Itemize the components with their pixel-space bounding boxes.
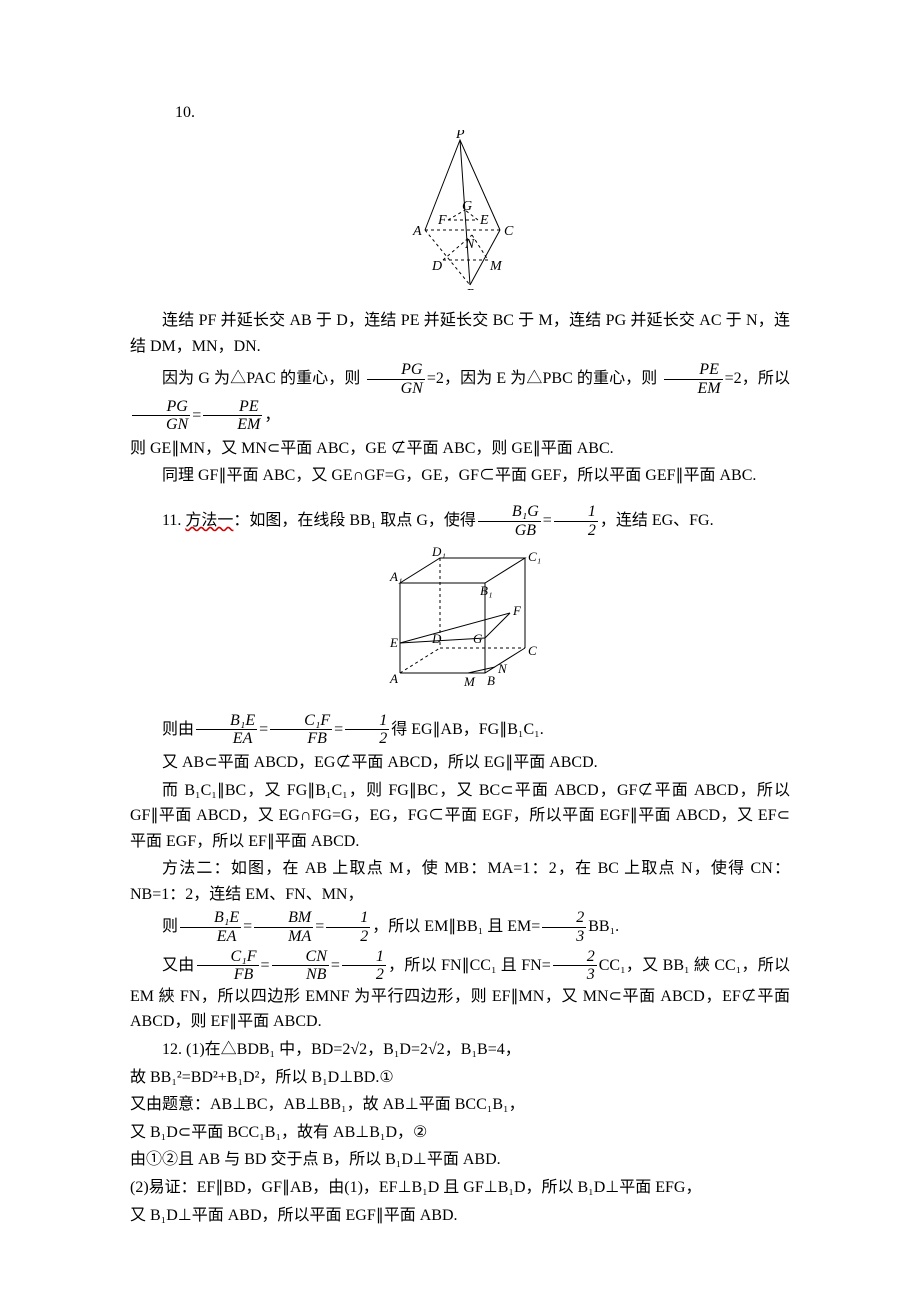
fraction: BMMA: [254, 909, 313, 945]
svg-text:C: C: [528, 643, 537, 658]
q11-m1head: 11. 方法一：如图，在线段 BB₁ 取点 G，使得B₁GGB=12，连结 EG…: [130, 503, 790, 539]
q11-p3: 又 AB⊂平面 ABCD，EG⊄平面 ABCD，所以 EG∥平面 ABCD.: [130, 750, 790, 776]
q12-p5: 由①②且 AB 与 BD 交于点 B，所以 B₁D⊥平面 ABD.: [130, 1147, 790, 1173]
fraction: B₁EEA: [196, 712, 257, 748]
fraction: PGGN: [132, 398, 190, 434]
svg-text:D: D: [431, 631, 442, 646]
prism-diagram: A B C D A₁ B₁ C₁ D₁ E F G M N: [370, 543, 550, 693]
text: ，连结 EG、FG.: [600, 512, 714, 529]
svg-text:D: D: [431, 259, 442, 274]
fraction: 12: [326, 909, 370, 945]
svg-text:E: E: [389, 635, 398, 650]
fraction: PEEM: [664, 361, 723, 397]
svg-text:P: P: [455, 130, 465, 142]
text: 2，所以: [734, 370, 790, 387]
text: ：如图，在线段 BB₁ 取点 G，使得: [233, 512, 475, 529]
svg-text:M: M: [463, 674, 476, 689]
text: 则由: [162, 720, 194, 737]
tetrahedron-diagram: P A C B D M N F E G: [380, 130, 540, 290]
text: 又由: [162, 956, 195, 973]
svg-text:A: A: [389, 671, 398, 686]
svg-text:B: B: [466, 287, 475, 290]
fraction: CNNB: [272, 948, 329, 984]
q11-m2b: 则B₁EEA=BMMA=12，所以 EM∥BB₁ 且 EM=23BB₁.: [130, 909, 790, 945]
svg-text:M: M: [489, 259, 503, 274]
text: 得 EG∥AB，FG∥B₁C₁.: [391, 720, 544, 737]
svg-text:D₁: D₁: [431, 544, 446, 559]
svg-text:A: A: [412, 224, 422, 239]
fraction: 23: [553, 948, 597, 984]
text: 连结 PF 并延长交 AB 于 D，连结 PE 并延长交 BC 于 M，连结 P…: [130, 312, 790, 355]
svg-text:C₁: C₁: [528, 549, 541, 564]
q12-p6: (2)易证：EF∥BD，GF∥AB，由(1)，EF⊥B₁D 且 GF⊥B₁D，所…: [130, 1175, 790, 1201]
fraction: 23: [542, 909, 586, 945]
fraction: C₁FFB: [270, 712, 332, 748]
q10-p3: 则 GE∥MN，又 MN⊂平面 ABC，GE ⊄平面 ABC，则 GE∥平面 A…: [130, 436, 790, 462]
text: BB₁.: [588, 918, 619, 935]
svg-text:B: B: [487, 673, 495, 688]
svg-text:B₁: B₁: [480, 583, 492, 598]
fraction: PGGN: [367, 361, 425, 397]
page: 10. P A C B D M: [0, 0, 920, 1290]
q12-p3: 又由题意：AB⊥BC，AB⊥BB₁，故 AB⊥平面 BCC₁B₁，: [130, 1092, 790, 1118]
q10-number: 10.: [175, 100, 790, 126]
q10-p1: 连结 PF 并延长交 AB 于 D，连结 PE 并延长交 BC 于 M，连结 P…: [130, 308, 790, 359]
fraction: 12: [345, 712, 389, 748]
q11-p4: 而 B₁C₁∥BC，又 FG∥B₁C₁，则 FG∥BC，又 BC⊂平面 ABCD…: [130, 778, 790, 855]
method1-label: 方法一: [185, 512, 233, 529]
text: ，所以 FN∥CC₁ 且 FN=: [388, 956, 551, 973]
fraction: 12: [342, 948, 386, 984]
text: ，: [264, 406, 280, 423]
fraction: B₁EEA: [180, 909, 241, 945]
text: 2，因为 E 为△PBC 的重心，则: [436, 370, 658, 387]
svg-text:E: E: [479, 213, 489, 228]
fraction: 12: [554, 503, 598, 539]
fraction: C₁FFB: [197, 948, 259, 984]
svg-text:C: C: [504, 224, 514, 239]
q12-p4: 又 B₁D⊂平面 BCC₁B₁，故有 AB⊥B₁D，②: [130, 1120, 790, 1146]
svg-text:F: F: [512, 603, 522, 618]
svg-text:G: G: [473, 631, 483, 646]
svg-text:N: N: [497, 661, 508, 676]
q11-p2: 则由B₁EEA=C₁FFB=12得 EG∥AB，FG∥B₁C₁.: [130, 712, 790, 748]
fraction: PEEM: [203, 398, 262, 434]
svg-text:F: F: [437, 213, 447, 228]
q11-m2a: 方法二：如图，在 AB 上取点 M，使 MB：MA=1：2，在 BC 上取点 N…: [130, 856, 790, 907]
q11-m2c: 又由C₁FFB=CNNB=12，所以 FN∥CC₁ 且 FN=23CC₁，又 B…: [130, 948, 790, 1035]
q10-p2: 因为 G 为△PAC 的重心，则 PGGN=2，因为 E 为△PBC 的重心，则…: [130, 361, 790, 433]
q10-figure: P A C B D M N F E G: [130, 130, 790, 299]
text: 因为 G 为△PAC 的重心，则: [162, 370, 361, 387]
svg-text:A₁: A₁: [389, 569, 402, 584]
text: ，所以 EM∥BB₁ 且 EM=: [372, 918, 540, 935]
svg-text:G: G: [462, 199, 472, 214]
q10-p4: 同理 GF∥平面 ABC，又 GE∩GF=G，GE，GF⊂平面 GEF，所以平面…: [130, 463, 790, 489]
text: 则: [162, 918, 178, 935]
svg-text:N: N: [464, 237, 475, 252]
fraction: B₁GGB: [478, 503, 541, 539]
q12-p7: 又 B₁D⊥平面 ABD，所以平面 EGF∥平面 ABD.: [130, 1203, 790, 1229]
q11-number: 11.: [162, 512, 185, 529]
q11-figure: A B C D A₁ B₁ C₁ D₁ E F G M N: [130, 543, 790, 702]
q12-p2: 故 BB₁²=BD²+B₁D²，所以 B₁D⊥BD.①: [130, 1065, 790, 1091]
q12-p1: 12. (1)在△BDB₁ 中，BD=2√2，B₁D=2√2，B₁B=4，: [130, 1037, 790, 1063]
